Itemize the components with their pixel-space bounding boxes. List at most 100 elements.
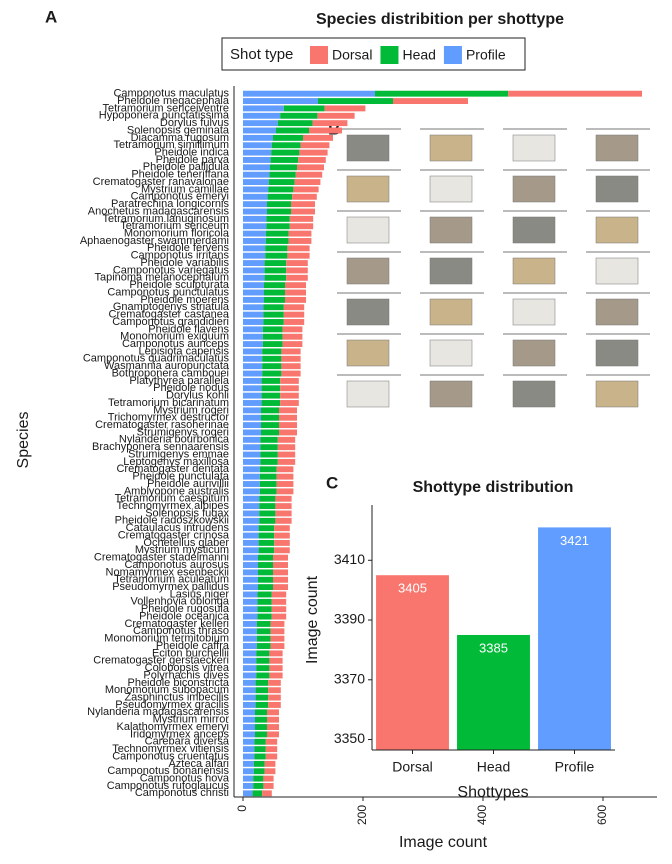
caption-line [337,374,401,376]
y-tick-label: Gnamptogenys striatula [113,301,230,313]
y-tick-label: Leptogenys maxillosa [123,456,230,468]
bar-segment [280,112,318,119]
bar-segment [243,245,266,252]
bar-segment [243,444,261,451]
bar-segment [265,738,278,745]
bar-segment [259,503,276,510]
bar-segment [243,186,269,193]
bar-segment [243,598,258,605]
bar-segment [269,650,283,657]
y-tick-label: Nylanderia madagascarensis [87,706,229,718]
bar-segment [243,554,258,561]
bar-segment [243,569,258,576]
bar-segment [270,164,297,171]
bar-segment [287,252,310,259]
y-tick-label: Wasmannia auropunctata [104,360,230,372]
y-tick-label: Monomorium subopacum [105,684,229,696]
bar-segment [267,208,291,215]
legend-label: Profile [466,47,506,63]
ant-photo [429,216,473,244]
y-tick-label: Pheidole rugosula [141,603,230,615]
bar-segment [273,554,288,561]
bar-segment [262,348,282,355]
bar-segment [285,289,306,296]
bar-segment [243,790,253,797]
caption-line [586,169,650,171]
y-tick-label: Mystrium mysticum [135,544,229,556]
ant-photo [512,339,556,367]
bar-segment [243,694,256,701]
y-tick-label: Lasius niger [170,588,230,600]
y-tick-label: Platythyrea parallela [129,375,230,387]
bar-segment [243,628,257,635]
bar-segment [243,584,258,591]
bar-segment [279,414,297,421]
bar-segment [273,569,288,576]
y-tick-label: Tetramorium simillimum [113,139,229,151]
ant-photo [346,257,390,285]
y-tick-label: Hypoponera punctatissima [99,110,230,122]
bar-segment [261,392,281,399]
y-tick-label: Nylanderia bourbonica [119,434,230,446]
bar-segment [289,215,314,222]
legend-label: Head [402,47,435,63]
bar-segment [257,606,272,613]
bar-segment [291,201,315,208]
legend-label: Dorsal [332,47,372,63]
x-tick-label: 200 [355,805,369,825]
bar-segment [243,179,269,186]
bar-segment [288,238,312,244]
bar-segment [294,179,321,186]
y-axis-label: Species [15,412,32,469]
bar-segment [283,105,325,112]
bar-segment [275,495,292,502]
y-tick-label: Pheidole oceanica [139,610,230,622]
bar-segment [280,377,299,384]
ant-photo [512,175,556,203]
bar-segment [243,319,264,325]
y-tick-label: Camponotus christi [135,787,229,799]
ant-photo [346,175,390,203]
bar-segment [262,790,272,797]
bar-segment [243,679,256,686]
bar-segment [287,245,310,252]
y-tick-label: Crematogaster kelleri [124,618,229,630]
bar-segment [253,775,264,782]
bar-segment [261,400,281,406]
bar-segment [263,319,284,325]
bar-segment [243,525,259,532]
bar-segment [256,635,271,642]
caption-line [337,251,401,253]
x-tick-label: 0 [235,805,249,812]
ant-photo [512,216,556,244]
ant-photo [346,134,390,162]
x-tick-label: Head [477,759,510,775]
bar-segment [258,562,273,568]
bar-segment [268,701,281,708]
y-tick-label: Pheidole fervens [147,242,229,254]
y-tick-label: Kalathomyrmex emeryi [117,721,229,733]
bar-segment [256,657,270,664]
bar-segment [243,783,254,789]
y-tick-label: Crematogaster dentata [116,463,229,475]
legend-swatch [310,46,328,64]
bar-segment [243,613,258,620]
bar-segment [268,679,281,686]
legend-box [221,37,526,71]
bar-segment [263,775,274,782]
bar-segment [273,576,288,583]
y-tick-label: Monomorium exiguum [120,331,229,343]
caption-line [420,128,484,130]
caption-line [337,333,401,335]
bar-segment [254,738,266,745]
bar-segment [243,635,257,642]
y-tick-label: Solenopsis geminata [127,124,230,136]
y-tick-label: Pheidole flavens [148,323,229,335]
bar [538,527,611,750]
caption-line [420,169,484,171]
bar-segment [298,157,326,163]
caption-line [420,333,484,335]
ant-photo [429,380,473,408]
y-tick-label: Camponotus irritans [131,250,230,262]
bar-segment [258,532,275,539]
